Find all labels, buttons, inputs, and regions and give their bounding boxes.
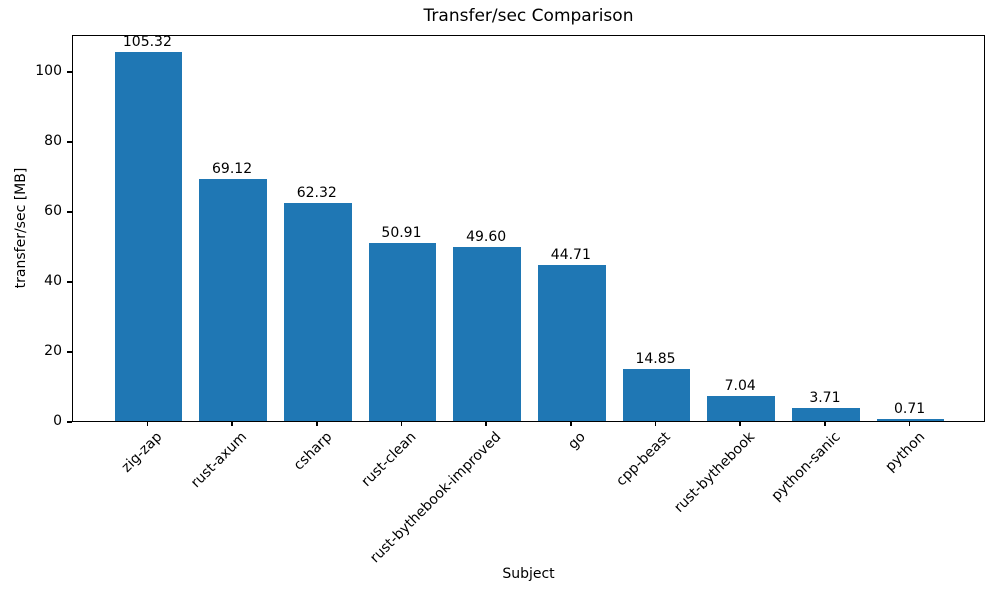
x-tick-label: go (565, 429, 590, 453)
bar (707, 396, 776, 421)
bar-value-label: 44.71 (550, 246, 591, 263)
bar (876, 418, 945, 421)
x-tick (570, 422, 572, 426)
x-tick-label: csharp (290, 429, 336, 474)
bar-value-label: 50.91 (381, 224, 422, 241)
y-tick (67, 281, 72, 283)
x-tick (146, 422, 149, 426)
x-tick (485, 422, 487, 426)
x-tick-label: rust-bythebook (671, 429, 759, 516)
bar (622, 369, 691, 421)
bar (792, 408, 860, 421)
bar (114, 52, 183, 421)
x-axis-label: Subject (502, 566, 555, 582)
x-tick-label: python-sanic (768, 429, 844, 505)
x-tick (400, 422, 403, 426)
x-tick (231, 422, 233, 426)
bar-value-label: 3.71 (809, 390, 841, 407)
bar (537, 264, 606, 421)
y-tick-label: 40 (44, 273, 62, 290)
x-tick (316, 422, 318, 426)
bar-value-label: 49.60 (466, 229, 507, 246)
x-tick (824, 422, 826, 426)
y-tick (67, 141, 72, 143)
y-tick-label: 0 (53, 413, 62, 429)
y-tick (67, 351, 72, 353)
bar-value-label: 0.71 (894, 400, 926, 417)
x-tick (654, 422, 657, 426)
y-tick (67, 421, 72, 423)
bar-value-label: 62.32 (296, 184, 337, 201)
bar (368, 242, 437, 421)
bar-value-label: 14.85 (635, 351, 676, 368)
plot-area (72, 35, 985, 422)
bar-value-label: 69.12 (212, 161, 253, 178)
y-tick-label: 80 (44, 133, 62, 150)
y-tick-label: 60 (44, 203, 62, 220)
x-tick-label: rust-axum (188, 429, 251, 492)
chart-title: Transfer/sec Comparison (423, 6, 634, 26)
x-tick-label: cpp-beast (613, 429, 674, 490)
y-tick (67, 211, 72, 213)
y-tick-label: 20 (44, 343, 62, 359)
x-tick (739, 422, 741, 426)
bar (453, 247, 522, 421)
x-tick (908, 422, 911, 426)
x-tick-label: zig-zap (119, 429, 166, 476)
bar-value-label: 105.32 (122, 34, 172, 51)
bar-value-label: 7.04 (724, 378, 756, 395)
bar (283, 202, 352, 421)
bar (199, 179, 267, 421)
y-tick (67, 71, 72, 73)
y-tick-label: 100 (35, 63, 62, 80)
y-axis-label: transfer/sec [MB] (13, 167, 29, 289)
x-tick-label: rust-clean (358, 429, 420, 490)
x-tick-label: python (881, 429, 928, 475)
